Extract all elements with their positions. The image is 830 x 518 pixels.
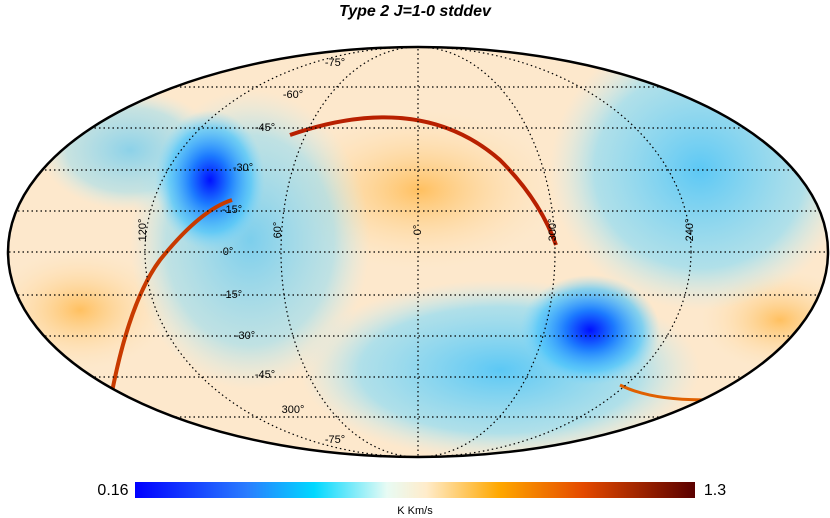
latitude-label: -15° bbox=[222, 204, 242, 216]
latitude-label: -75° bbox=[325, 57, 345, 69]
latitude-label: 300° bbox=[282, 404, 305, 416]
graticule bbox=[8, 47, 828, 457]
latitude-label: -60° bbox=[283, 89, 303, 101]
map-outline bbox=[6, 45, 830, 459]
latitude-label: -15° bbox=[222, 289, 242, 301]
colorbar-min: 0.16 bbox=[97, 482, 128, 499]
sky-map bbox=[8, 47, 828, 457]
latitude-label: -30° bbox=[233, 162, 253, 174]
longitude-label: 0° bbox=[412, 225, 424, 236]
graticule-labels: -75° -60° -45° -30° -15° 0° -15° -30° -45° 300° -7… bbox=[137, 57, 696, 446]
map-title: Type 2 J=1-0 stddev bbox=[339, 3, 492, 20]
latitude-label: -45° bbox=[255, 122, 275, 134]
latitude-label: -30° bbox=[235, 330, 255, 342]
latitude-label: -75° bbox=[325, 434, 345, 446]
colorbar-unit: K Km/s bbox=[397, 505, 433, 517]
longitude-label: 60° bbox=[272, 222, 284, 239]
longitude-label: 120° bbox=[137, 219, 149, 242]
longitude-label: 300° bbox=[547, 219, 559, 242]
latitude-label: 0° bbox=[223, 246, 234, 258]
longitude-label: 240° bbox=[684, 219, 696, 242]
latitude-label: -45° bbox=[255, 369, 275, 381]
colorbar-max: 1.3 bbox=[704, 482, 726, 499]
colorbar bbox=[135, 482, 695, 498]
